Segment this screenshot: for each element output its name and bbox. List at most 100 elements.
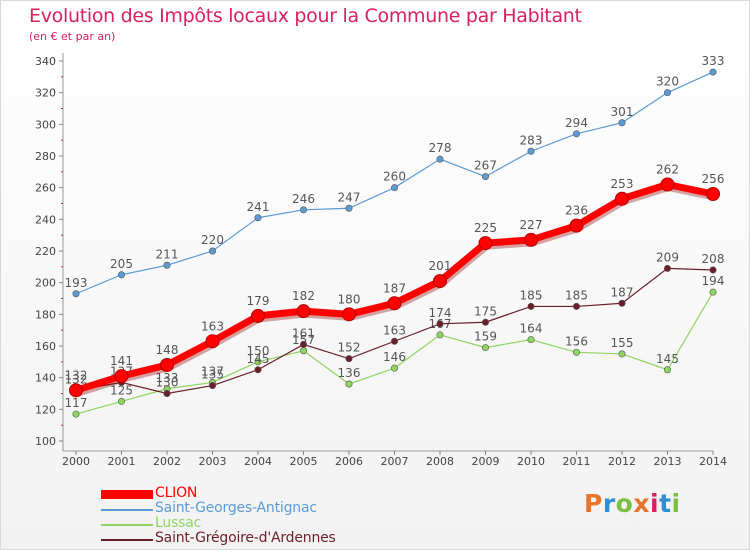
data-label: 333: [702, 54, 725, 68]
x-tick-label: 2006: [335, 455, 363, 468]
x-tick-label: 2007: [381, 455, 409, 468]
data-label: 150: [247, 344, 270, 358]
x-tick-label: 2002: [153, 455, 181, 468]
legend-swatch: [101, 524, 153, 526]
data-label: 145: [656, 352, 679, 366]
data-label: 246: [292, 192, 315, 206]
data-point: [527, 147, 535, 155]
x-tick-label: 2003: [199, 455, 227, 468]
data-label: 187: [383, 281, 406, 295]
data-point: [478, 236, 493, 251]
data-point: [524, 232, 538, 247]
y-tick-label: 140: [35, 372, 56, 385]
data-point: [345, 204, 353, 212]
data-point: [569, 218, 584, 233]
data-label: 241: [247, 200, 270, 214]
legend-swatch: [101, 509, 153, 511]
data-point: [618, 299, 626, 307]
x-tick-label: 2009: [472, 455, 500, 468]
data-point: [436, 320, 444, 328]
data-label: 141: [110, 354, 133, 368]
data-label: 146: [383, 350, 406, 364]
x-tick-label: 2013: [654, 455, 682, 468]
data-label: 260: [383, 170, 406, 184]
logo-letter: P: [584, 489, 603, 518]
x-tick-label: 2010: [517, 455, 545, 468]
data-label: 201: [429, 259, 452, 273]
data-point: [69, 383, 83, 398]
data-label: 163: [201, 319, 224, 333]
data-label: 152: [338, 341, 361, 355]
data-label: 161: [292, 326, 315, 340]
data-label: 137: [201, 364, 224, 378]
data-point: [481, 344, 489, 352]
data-point: [660, 177, 675, 192]
data-label: 294: [565, 116, 588, 130]
data-label: 208: [702, 252, 725, 266]
data-point: [118, 397, 126, 405]
data-label: 253: [611, 177, 634, 191]
data-label: 132: [65, 372, 88, 386]
data-label: 193: [65, 276, 88, 290]
data-point: [72, 410, 80, 418]
chart-subtitle: (en € et par an): [29, 30, 116, 43]
data-label: 157: [292, 333, 315, 347]
data-label: 209: [656, 250, 679, 264]
data-label: 130: [156, 376, 179, 390]
data-point: [572, 130, 580, 138]
data-label: 267: [474, 159, 497, 173]
data-point: [163, 389, 171, 397]
data-point: [254, 366, 262, 374]
data-point: [436, 155, 444, 163]
y-tick-label: 200: [35, 277, 56, 290]
data-point: [709, 68, 717, 76]
x-tick-label: 2014: [699, 455, 727, 468]
data-point: [390, 337, 398, 345]
data-point: [299, 340, 307, 348]
data-label: 205: [110, 257, 133, 271]
data-point: [527, 302, 535, 310]
data-point: [709, 266, 717, 274]
legend-label: Saint-Grégoire-d'Ardennes: [155, 530, 336, 546]
x-tick-label: 2012: [608, 455, 636, 468]
proxiti-logo: Proxiti: [584, 489, 681, 518]
data-label: 163: [383, 323, 406, 337]
data-label: 175: [474, 304, 497, 318]
y-tick-label: 160: [35, 340, 56, 353]
legend-swatch: [101, 539, 153, 541]
y-tick-label: 220: [35, 245, 56, 258]
data-label: 185: [565, 288, 588, 302]
x-tick-label: 2000: [62, 455, 90, 468]
data-label: 174: [429, 306, 452, 320]
data-label: 155: [611, 336, 634, 350]
data-point: [615, 191, 629, 206]
logo-letter: i: [671, 489, 681, 518]
data-point: [163, 261, 171, 269]
data-label: 117: [65, 396, 88, 410]
data-point: [390, 364, 398, 372]
data-point: [663, 89, 671, 97]
data-label: 182: [292, 289, 315, 303]
data-point: [342, 307, 356, 322]
data-label: 179: [247, 294, 270, 308]
data-label: 283: [520, 133, 543, 147]
logo-letter: i: [650, 489, 660, 518]
data-label: 136: [338, 366, 361, 380]
logo-letter: x: [633, 489, 650, 518]
data-label: 278: [429, 141, 452, 155]
y-tick-label: 120: [35, 403, 56, 416]
y-tick-label: 340: [35, 55, 56, 68]
data-point: [706, 187, 720, 201]
y-tick-label: 320: [35, 87, 56, 100]
y-tick-label: 100: [35, 435, 56, 448]
x-tick-label: 2004: [244, 455, 272, 468]
legend-label: Saint-Georges-Antignac: [155, 500, 317, 516]
legend-swatch: [101, 490, 153, 499]
data-point: [387, 296, 402, 311]
data-point: [527, 336, 535, 344]
data-point: [205, 334, 220, 349]
data-point: [390, 184, 398, 192]
data-point: [709, 288, 717, 296]
logo-letter: r: [602, 489, 616, 518]
data-label: 164: [520, 322, 543, 336]
